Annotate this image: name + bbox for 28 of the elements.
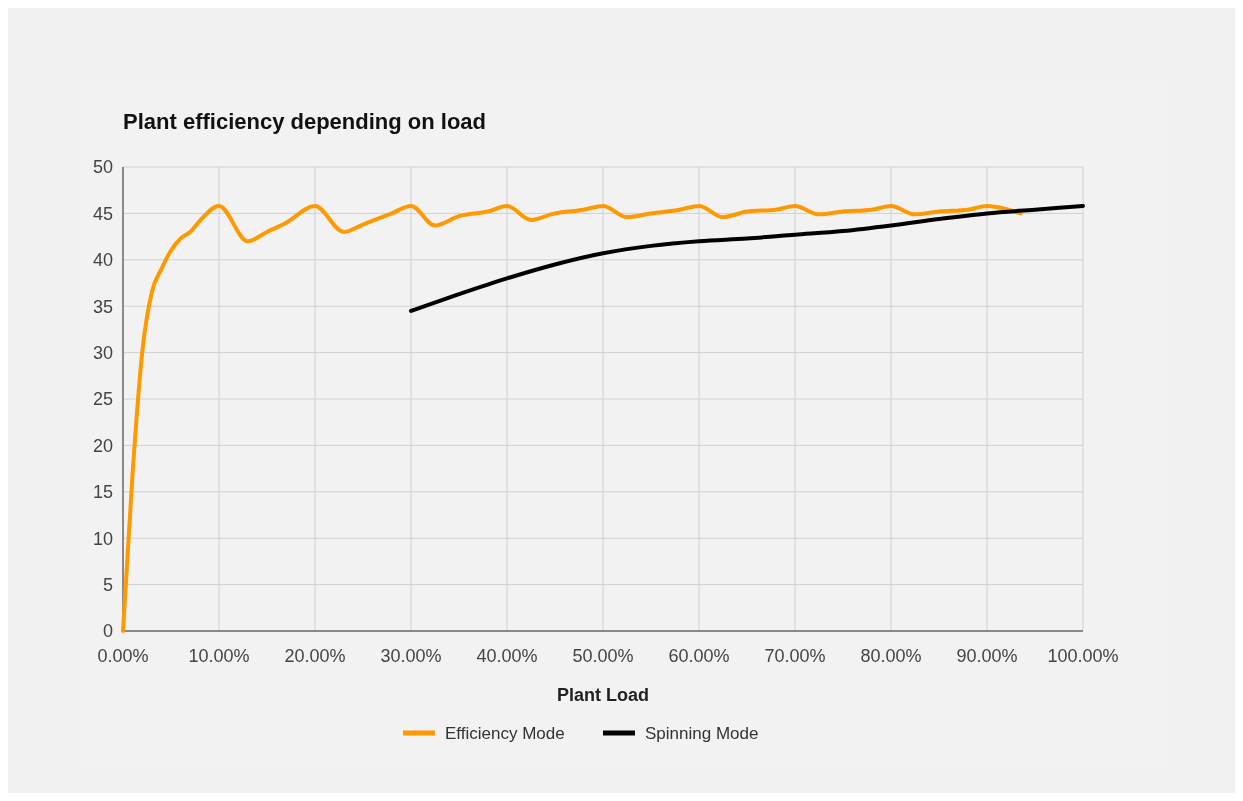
y-tick-label: 50 [92,157,113,178]
x-tick-label: 0.00% [97,646,149,666]
x-tick-label: 50.00% [572,646,634,666]
x-tick-label: 20.00% [284,646,346,666]
line-series [121,203,1023,633]
y-tick-label: 0 [102,621,113,642]
y-tick-label: 35 [92,296,113,317]
y-tick-label: 10 [92,528,113,549]
legend-label: Spinning Mode [645,723,759,743]
y-tick-label: 20 [92,435,113,456]
line-series [409,203,1085,313]
x-tick-label: 80.00% [860,646,922,666]
x-tick-label: 100.00% [1047,646,1119,666]
y-tick-label: 45 [92,203,113,224]
chart-title: Plant efficiency depending on load [123,109,487,134]
x-tick-label: 10.00% [188,646,250,666]
x-tick-label: 30.00% [380,646,442,666]
y-tick-label: 30 [92,342,113,363]
x-tick-label: 90.00% [956,646,1018,666]
legend-label: Efficiency Mode [445,723,565,743]
x-tick-label: 40.00% [476,646,538,666]
x-axis-title: Plant Load [556,685,650,705]
x-tick-label: 70.00% [764,646,826,666]
y-tick-label: 5 [102,574,113,595]
y-tick-label: 40 [92,250,113,271]
x-tick-label: 60.00% [668,646,730,666]
y-tick-label: 25 [92,389,113,410]
y-tick-label: 15 [92,482,113,503]
